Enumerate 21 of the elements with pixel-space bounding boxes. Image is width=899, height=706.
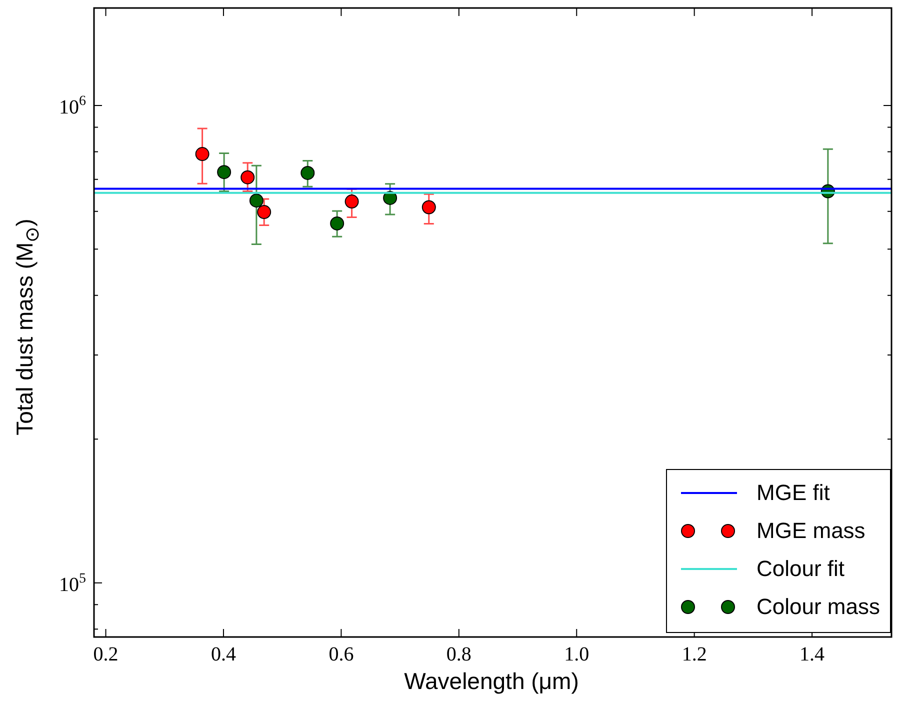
x-tick-label: 0.4 <box>210 643 236 666</box>
point <box>195 147 210 162</box>
x-axis-title: Wavelength (μm) <box>403 668 580 695</box>
point <box>344 194 359 209</box>
x-tick-label: 0.6 <box>328 643 354 666</box>
x-tick-label: 1.0 <box>564 643 590 666</box>
x-tick-label: 1.4 <box>800 643 825 666</box>
point <box>330 216 344 230</box>
point <box>249 194 264 208</box>
point <box>240 170 255 184</box>
legend-label: Colour mass <box>756 594 880 620</box>
x-tick-label: 0.2 <box>93 643 118 666</box>
legend-label: MGE mass <box>756 518 866 544</box>
point <box>257 205 272 220</box>
point <box>300 166 315 180</box>
point <box>422 200 436 214</box>
x-tick-label: 1.2 <box>682 643 707 666</box>
x-tick-label: 0.8 <box>446 643 472 666</box>
legend-label: MGE fit <box>756 480 830 506</box>
point <box>217 165 232 180</box>
legend-label: Colour fit <box>756 556 845 582</box>
